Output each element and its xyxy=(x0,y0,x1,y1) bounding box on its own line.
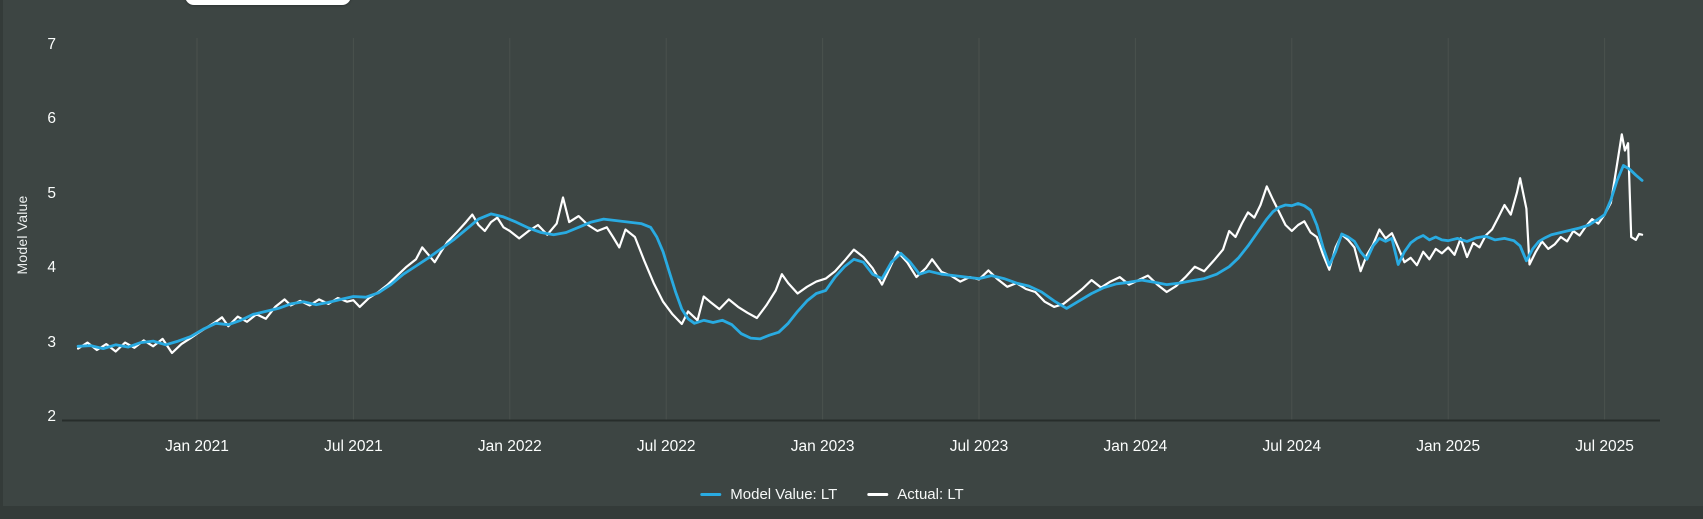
legend: Model Value: LT Actual: LT xyxy=(700,486,964,503)
y-tick-label: 6 xyxy=(47,110,56,128)
y-tick-label: 4 xyxy=(47,259,56,277)
x-tick-label: Jul 2025 xyxy=(1575,438,1634,455)
x-tick-label: Jul 2022 xyxy=(636,438,696,455)
x-tick-label: Jul 2024 xyxy=(1262,438,1322,455)
x-tick-label: Jan 2025 xyxy=(1416,438,1481,455)
x-tick-label: Jan 2023 xyxy=(790,438,855,455)
x-tick-label: Jul 2023 xyxy=(949,438,1009,455)
x-tick-label: Jan 2022 xyxy=(477,438,542,455)
clipped-dropdown-button[interactable] xyxy=(185,0,351,5)
panel-bottom-edge-divider xyxy=(0,506,1703,519)
x-tick-label: Jan 2021 xyxy=(165,438,229,455)
legend-line-swatch-actual-icon xyxy=(867,493,889,496)
y-tick-label: 3 xyxy=(47,333,56,351)
legend-line-swatch-model-icon xyxy=(700,493,722,496)
legend-item-actual[interactable]: Actual: LT xyxy=(867,486,964,503)
legend-item-model-value[interactable]: Model Value: LT xyxy=(700,486,837,503)
y-tick-label: 2 xyxy=(47,408,56,425)
y-tick-label: 7 xyxy=(47,36,56,53)
y-tick-label: 5 xyxy=(47,184,56,202)
legend-label-actual: Actual: LT xyxy=(897,486,964,503)
x-tick-label: Jul 2021 xyxy=(324,438,383,455)
x-tick-label: Jan 2024 xyxy=(1103,438,1168,455)
legend-label-model: Model Value: LT xyxy=(730,486,838,503)
panel-left-edge-divider xyxy=(0,0,3,519)
series-actual-line xyxy=(76,133,1644,355)
series-model-value-line xyxy=(76,164,1644,351)
